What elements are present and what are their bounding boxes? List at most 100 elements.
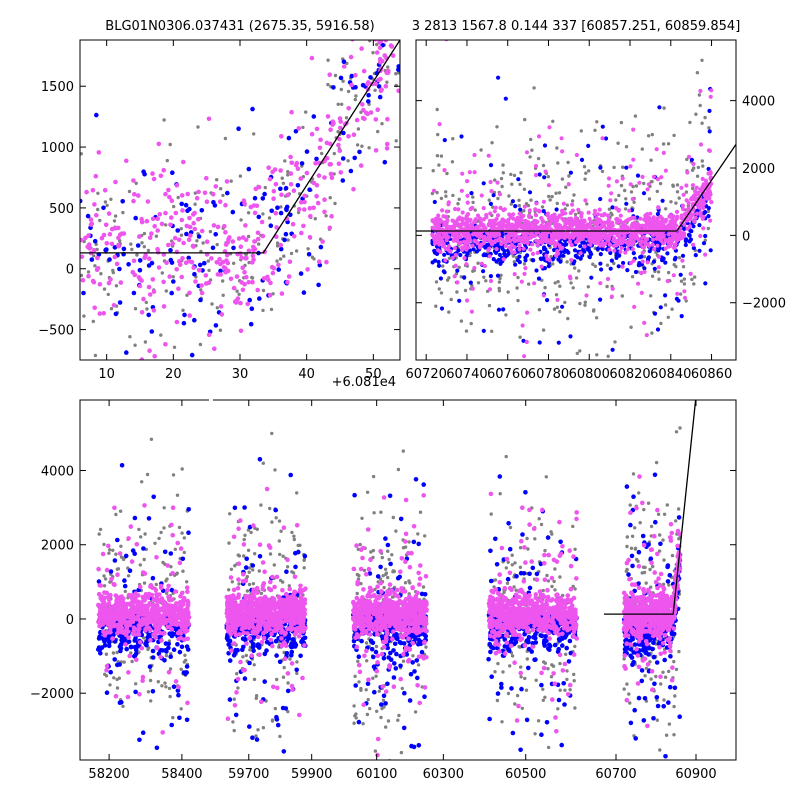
magenta-data-point	[296, 207, 302, 212]
grey-data-point	[578, 349, 582, 353]
magenta-data-point	[627, 227, 632, 232]
blue-data-point	[186, 255, 191, 261]
blue-data-point	[92, 238, 98, 244]
grey-data-point	[455, 290, 459, 294]
magenta-data-point	[685, 226, 690, 231]
magenta-data-point	[223, 269, 228, 275]
blue-data-point	[621, 260, 626, 266]
blue-data-point	[503, 96, 508, 101]
magenta-data-point	[188, 233, 193, 238]
grey-data-point	[633, 526, 637, 530]
grey-data-point	[471, 195, 475, 199]
blue-data-point	[458, 252, 463, 258]
blue-data-point	[523, 255, 528, 260]
magenta-data-point	[560, 149, 565, 154]
grey-data-point	[658, 748, 662, 752]
blue-data-point	[693, 253, 698, 258]
magenta-data-point	[285, 279, 290, 285]
grey-data-point	[175, 493, 180, 497]
magenta-data-point	[559, 136, 564, 141]
grey-data-point	[522, 209, 526, 213]
grey-data-point	[666, 270, 671, 275]
blue-data-point	[284, 569, 289, 574]
grey-data-point	[254, 696, 258, 700]
blue-data-point	[175, 688, 181, 693]
magenta-data-point	[686, 154, 692, 159]
magenta-data-point	[518, 238, 524, 243]
blue-data-point	[137, 258, 143, 263]
blue-data-point	[517, 260, 522, 265]
grey-data-point	[563, 300, 567, 305]
grey-data-point	[142, 231, 147, 236]
magenta-data-point	[682, 289, 687, 294]
blue-data-point	[603, 136, 609, 141]
magenta-data-point	[539, 264, 544, 269]
magenta-data-point	[173, 210, 179, 216]
grey-data-point	[179, 707, 183, 711]
magenta-data-point	[639, 290, 644, 295]
grey-data-point	[182, 550, 186, 555]
grey-data-point	[235, 672, 239, 676]
magenta-data-point	[525, 310, 530, 315]
magenta-data-point	[640, 259, 645, 264]
grey-data-point	[519, 171, 523, 175]
blue-data-point	[132, 653, 138, 659]
magenta-data-point	[672, 245, 677, 250]
magenta-data-point	[159, 221, 165, 227]
magenta-data-point	[586, 210, 591, 215]
magenta-data-point	[566, 216, 571, 222]
blue-data-point	[276, 267, 282, 272]
blue-data-point	[132, 515, 138, 521]
magenta-data-point	[608, 198, 613, 203]
grey-data-point	[630, 275, 635, 279]
grey-data-point	[261, 212, 265, 216]
grey-data-point	[544, 475, 548, 479]
grey-data-point	[295, 660, 299, 664]
grey-data-point	[196, 125, 200, 129]
magenta-data-point	[271, 196, 276, 201]
blue-data-point	[199, 208, 205, 213]
grey-data-point	[250, 276, 255, 280]
magenta-data-point	[630, 196, 635, 202]
blue-data-point	[368, 75, 373, 80]
grey-data-point	[659, 682, 663, 686]
magenta-data-point	[569, 220, 574, 225]
magenta-data-point	[665, 278, 670, 284]
blue-data-point	[294, 667, 300, 673]
grey-data-point	[254, 734, 258, 738]
magenta-data-point	[230, 239, 236, 244]
grey-data-point	[339, 87, 343, 92]
magenta-data-point	[597, 237, 602, 243]
magenta-data-point	[700, 184, 705, 189]
grey-data-point	[595, 353, 599, 357]
magenta-data-point	[495, 180, 500, 185]
magenta-data-point	[643, 240, 648, 245]
magenta-data-point	[180, 208, 185, 213]
magenta-data-point	[446, 235, 451, 240]
blue-data-point	[582, 249, 587, 254]
grey-data-point	[272, 563, 276, 567]
magenta-data-point	[223, 202, 228, 208]
grey-data-point	[574, 276, 579, 280]
magenta-data-point	[92, 248, 97, 253]
grey-data-point	[479, 148, 483, 152]
grey-data-point	[352, 721, 356, 725]
blue-data-point	[652, 311, 658, 316]
grey-data-point	[424, 645, 428, 649]
grey-data-point	[346, 89, 351, 94]
grey-data-point	[381, 698, 386, 702]
grey-data-point	[364, 641, 369, 645]
blue-data-point	[311, 114, 317, 119]
magenta-data-point	[348, 54, 354, 60]
y-tick-label: 500	[49, 202, 74, 217]
grey-data-point	[261, 288, 266, 293]
blue-data-point	[247, 724, 252, 729]
grey-data-point	[457, 197, 461, 201]
grey-data-point	[385, 6, 388, 9]
blue-data-point	[247, 297, 252, 303]
magenta-data-point	[519, 217, 524, 222]
magenta-data-point	[199, 283, 204, 288]
grey-data-point	[326, 58, 330, 62]
magenta-data-point	[672, 226, 677, 231]
